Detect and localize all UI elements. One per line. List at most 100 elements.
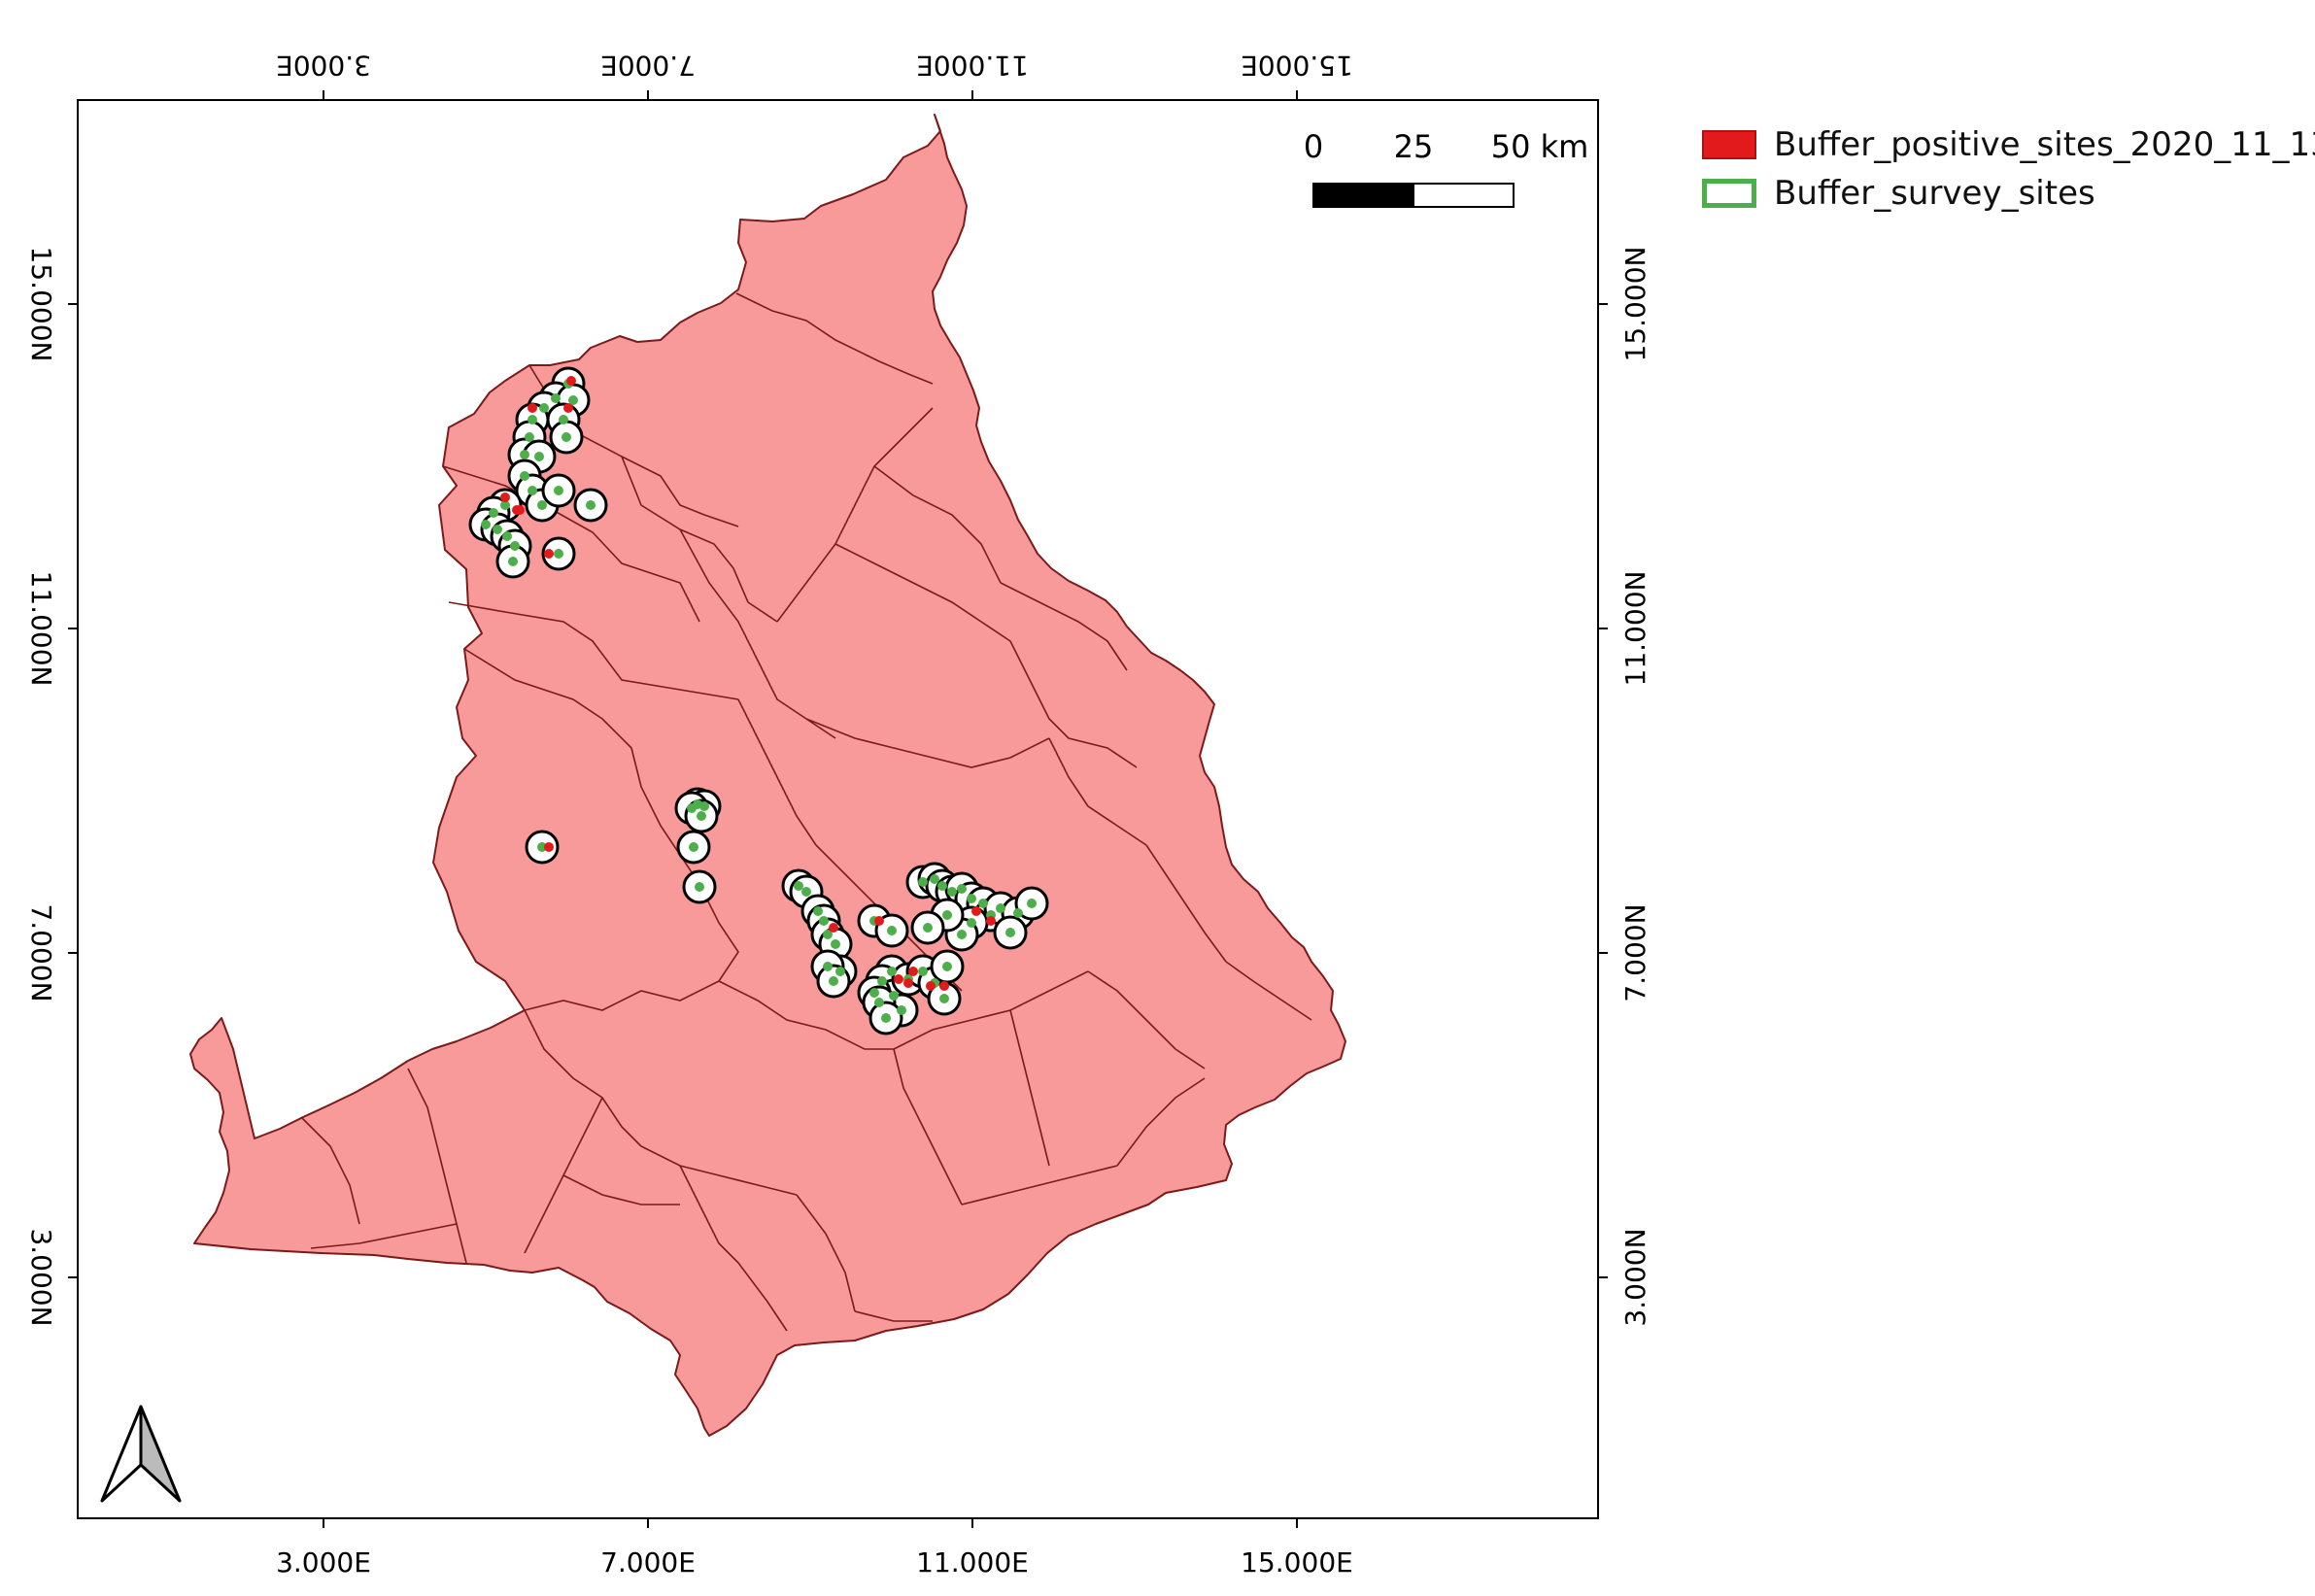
survey-site-dot xyxy=(918,877,928,887)
district-boundary xyxy=(1145,844,1227,963)
positive-site-dot xyxy=(894,974,903,984)
district-boundary xyxy=(805,718,1050,768)
district-boundary xyxy=(1116,1077,1206,1167)
district-boundary xyxy=(1087,970,1206,1070)
scale-bar-label: 25 xyxy=(1394,128,1434,165)
district-boundary xyxy=(698,883,739,982)
survey-site-dot xyxy=(554,486,563,495)
survey-site-dot xyxy=(967,894,976,903)
y-tick-label-left: 15.000N xyxy=(25,247,57,362)
survey-site-dot xyxy=(695,882,704,892)
survey-site-dot xyxy=(923,923,933,933)
region-outline xyxy=(189,114,1346,1437)
x-tick-label-top: 11.000E xyxy=(916,50,1029,82)
survey-site-dot xyxy=(520,450,529,459)
y-tick-label-right: 11.000N xyxy=(1619,571,1651,687)
positive-site-dot xyxy=(563,403,573,413)
survey-site-dot xyxy=(537,842,547,852)
survey-site-dot xyxy=(801,887,811,897)
survey-site-dot xyxy=(689,842,698,852)
survey-site-dot xyxy=(508,557,518,566)
survey-site-dot xyxy=(957,884,967,894)
survey-site-dot xyxy=(528,415,537,424)
x-tick-label-bottom: 15.000E xyxy=(1241,1546,1353,1579)
survey-site-dot xyxy=(489,508,498,518)
survey-site-dot xyxy=(967,918,976,928)
legend-label: Buffer_survey_sites xyxy=(1774,174,2095,213)
x-tick-label-bottom: 3.000E xyxy=(276,1546,371,1579)
district-boundary xyxy=(463,648,632,749)
survey-site-dot xyxy=(528,486,537,495)
positive-site-dot xyxy=(829,923,838,933)
positive-site-dot xyxy=(500,492,510,502)
x-tick-label-top: 7.000E xyxy=(600,50,696,82)
survey-site-dot xyxy=(1013,908,1023,918)
district-boundary xyxy=(524,1009,642,1147)
district-boundary xyxy=(1048,737,1147,846)
legend-swatch-survey xyxy=(1702,179,1756,208)
scale-bar-label: 50 km xyxy=(1491,128,1589,165)
district-boundary xyxy=(442,465,700,623)
district-boundary xyxy=(300,1116,360,1225)
scale-bar: 0 25 50 km xyxy=(1304,128,1589,208)
x-tick-label-bottom: 11.000E xyxy=(916,1546,1029,1579)
survey-site-dot xyxy=(877,976,887,986)
district-boundary xyxy=(407,1068,467,1264)
district-boundary xyxy=(737,1262,788,1332)
x-tick-label-bottom: 7.000E xyxy=(600,1546,696,1579)
survey-site-dot xyxy=(539,403,549,413)
survey-site-dot xyxy=(525,432,534,442)
axis-ticks xyxy=(68,90,1608,1528)
y-tick-label-left: 11.000N xyxy=(25,571,57,687)
district-boundary xyxy=(562,1174,680,1205)
district-boundary xyxy=(961,1165,1118,1205)
survey-site-dot xyxy=(996,903,1005,913)
survey-site-dot xyxy=(897,1005,906,1015)
survey-site-dot xyxy=(687,803,697,813)
positive-site-dot xyxy=(908,967,918,976)
positive-site-dot xyxy=(903,978,913,988)
survey-site-dot xyxy=(942,962,952,971)
survey-site-buffers xyxy=(468,366,1049,1036)
positive-site-dot xyxy=(939,981,949,991)
district-boundary xyxy=(873,465,1002,584)
survey-site-dot xyxy=(551,393,561,403)
district-boundary xyxy=(630,747,700,885)
district-boundary xyxy=(640,1145,798,1196)
survey-site-dot xyxy=(819,916,829,926)
survey-site-dot xyxy=(918,967,928,976)
survey-site-dot xyxy=(568,395,578,405)
survey-site-dot xyxy=(823,930,833,939)
legend-item-survey-sites: Buffer_survey_sites xyxy=(1702,169,2315,218)
positive-site-dot xyxy=(566,376,576,386)
survey-site-dot xyxy=(947,887,957,897)
survey-site-dot xyxy=(881,1013,891,1023)
survey-site-dot xyxy=(697,811,706,821)
positive-site-dot xyxy=(986,916,996,926)
north-arrow-icon xyxy=(100,1405,182,1503)
scale-bar-label: 0 xyxy=(1304,128,1323,165)
positive-site-dot xyxy=(544,842,554,852)
survey-site-dot xyxy=(481,520,491,529)
y-tick-label-right: 7.000N xyxy=(1619,903,1651,1002)
y-tick-label-left: 3.000N xyxy=(25,1228,57,1326)
survey-site-dot xyxy=(887,967,897,976)
survey-site-dot xyxy=(586,500,596,510)
survey-site-dot xyxy=(502,531,512,541)
district-boundary xyxy=(1000,582,1128,671)
survey-site-dot xyxy=(813,906,823,916)
survey-site-dot xyxy=(1005,928,1015,937)
survey-site-dot xyxy=(930,874,939,884)
survey-site-dot xyxy=(887,926,897,935)
survey-site-dot xyxy=(493,525,502,534)
survey-site-dot xyxy=(937,881,947,891)
survey-site-dot xyxy=(889,991,899,1001)
x-tick-label-top: 15.000E xyxy=(1241,50,1353,82)
survey-site-dot xyxy=(942,910,952,920)
district-boundary xyxy=(621,456,778,623)
survey-site-dot xyxy=(554,549,563,559)
district-boundary xyxy=(893,970,1089,1050)
survey-site-dot xyxy=(831,939,840,949)
survey-site-dot xyxy=(939,994,949,1003)
district-boundary xyxy=(1225,961,1312,1021)
